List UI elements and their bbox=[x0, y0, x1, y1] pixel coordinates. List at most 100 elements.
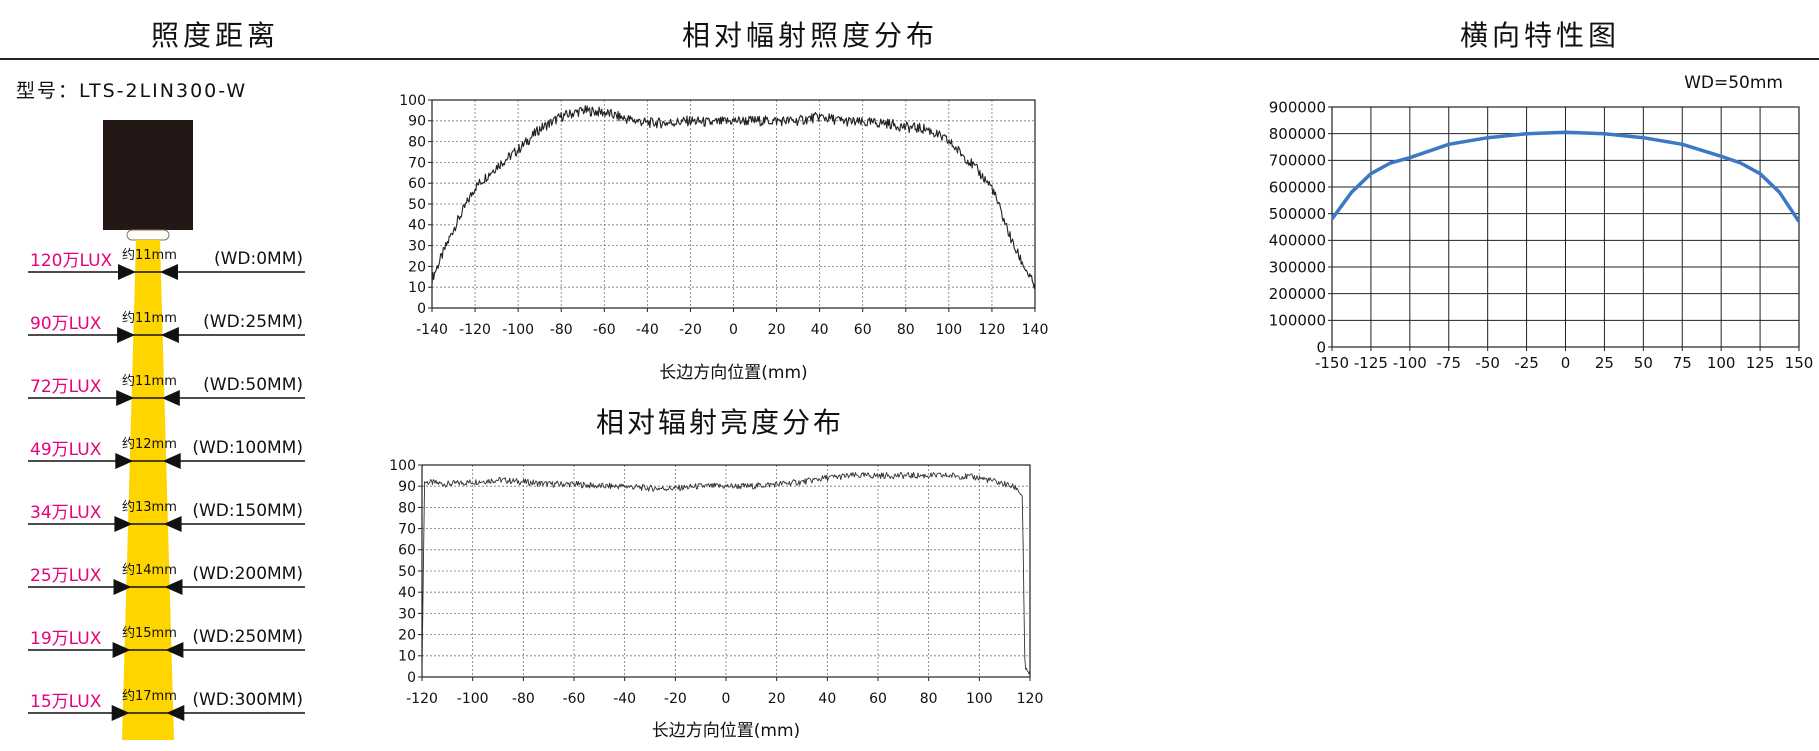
beam-width-label: 约12mm bbox=[122, 437, 177, 452]
lateral-x-tick-label: 0 bbox=[1561, 354, 1571, 372]
lux-value: 25万LUX bbox=[30, 566, 102, 586]
right-arrow-icon bbox=[160, 264, 178, 280]
working-distance-label: (WD:25MM) bbox=[203, 312, 303, 332]
irradiance-y-tick-label: 40 bbox=[408, 218, 426, 234]
radiance-y-tick-label: 10 bbox=[398, 649, 416, 665]
working-distance-label: (WD:50MM) bbox=[203, 375, 303, 395]
working-distance-label: (WD:250MM) bbox=[192, 627, 303, 647]
right-arrow-icon bbox=[162, 453, 181, 469]
lateral-x-tick-label: -50 bbox=[1475, 354, 1500, 372]
irradiance-y-tick-label: 0 bbox=[417, 301, 426, 317]
beam-width-label: 约15mm bbox=[122, 626, 177, 641]
irradiance-x-tick-label: 60 bbox=[854, 322, 872, 338]
irradiance-y-tick-label: 30 bbox=[408, 239, 426, 255]
irradiance-series-line bbox=[431, 105, 1036, 289]
light-beam bbox=[122, 240, 174, 740]
right-arrow-icon bbox=[164, 579, 183, 595]
radiance-title: 相对辐射亮度分布 bbox=[596, 406, 844, 439]
irradiance-x-tick-label: 0 bbox=[729, 322, 738, 338]
lateral-y-tick-label: 800000 bbox=[1269, 125, 1326, 143]
radiance-x-tick-label: -20 bbox=[664, 691, 687, 707]
irradiance-chart: -140 -120 -100 -80 -60 -40 -20 0 20 40 60 80 100 120 1… bbox=[400, 93, 1049, 383]
lateral-y-tick-label: 400000 bbox=[1269, 232, 1326, 250]
radiance-series-line bbox=[421, 471, 1031, 675]
irradiance-y-tick-label: 10 bbox=[408, 280, 426, 296]
irradiance-x-tick-label: 20 bbox=[768, 322, 786, 338]
lateral-y-tick-label: 200000 bbox=[1269, 285, 1326, 303]
header-divider bbox=[0, 58, 1819, 60]
light-housing bbox=[103, 120, 193, 230]
irradiance-x-tick-label: -120 bbox=[459, 322, 491, 338]
working-distance-label: (WD:200MM) bbox=[192, 564, 303, 584]
irradiance-y-tick-label: 70 bbox=[408, 155, 426, 171]
radiance-x-tick-label: 0 bbox=[722, 691, 731, 707]
radiance-x-tick-label: -60 bbox=[563, 691, 586, 707]
lux-value: 34万LUX bbox=[30, 503, 102, 523]
lateral-x-tick-label: -150 bbox=[1315, 354, 1349, 372]
radiance-x-tick-label: 120 bbox=[1017, 691, 1044, 707]
working-distance-label: (WD:100MM) bbox=[192, 438, 303, 458]
lateral-x-tick-label: -100 bbox=[1393, 354, 1427, 372]
lux-value: 90万LUX bbox=[30, 314, 102, 334]
left-arrow-icon bbox=[113, 579, 132, 595]
radiance-x-tick-label: 100 bbox=[966, 691, 993, 707]
lateral-y-tick-label: 700000 bbox=[1269, 152, 1326, 170]
lateral-y-tick-label: 600000 bbox=[1269, 178, 1326, 196]
irradiance-x-tick-label: -80 bbox=[550, 322, 573, 338]
irradiance-x-tick-label: 80 bbox=[897, 322, 915, 338]
left-arrow-icon bbox=[115, 453, 134, 469]
radiance-y-tick-label: 40 bbox=[398, 585, 416, 601]
lux-value: 15万LUX bbox=[30, 692, 102, 712]
radiance-x-tick-label: 40 bbox=[818, 691, 836, 707]
irradiance-x-tick-label: 100 bbox=[935, 322, 962, 338]
lateral-x-tick-label: 100 bbox=[1707, 354, 1736, 372]
left-arrow-icon bbox=[118, 264, 136, 280]
working-distance-label: (WD:300MM) bbox=[192, 690, 303, 710]
radiance-y-tick-label: 100 bbox=[390, 458, 416, 474]
radiance-y-tick-label: 80 bbox=[398, 500, 416, 516]
radiance-y-tick-label: 30 bbox=[398, 606, 416, 622]
irradiance-y-tick-label: 50 bbox=[408, 197, 426, 213]
lateral-y-tick-label: 900000 bbox=[1269, 98, 1326, 116]
working-distance-label: (WD:150MM) bbox=[192, 501, 303, 521]
lateral-x-tick-label: 75 bbox=[1673, 354, 1692, 372]
radiance-x-tick-label: 80 bbox=[920, 691, 938, 707]
lateral-x-tick-label: -75 bbox=[1437, 354, 1462, 372]
irradiance-y-tick-label: 80 bbox=[408, 135, 426, 151]
irradiance-x-tick-label: 40 bbox=[811, 322, 829, 338]
lateral-x-tick-label: -125 bbox=[1354, 354, 1388, 372]
lateral-y-tick-label: 500000 bbox=[1269, 205, 1326, 223]
radiance-x-tick-label: 20 bbox=[768, 691, 786, 707]
irradiance-x-tick-label: -20 bbox=[679, 322, 702, 338]
irradiance-x-axis-label: 长边方向位置(mm) bbox=[659, 363, 807, 383]
irradiance-x-tick-label: 140 bbox=[1022, 322, 1049, 338]
lux-value: 120万LUX bbox=[30, 251, 113, 271]
radiance-x-tick-label: -40 bbox=[613, 691, 636, 707]
radiance-y-tick-label: 20 bbox=[398, 628, 416, 644]
lateral-y-tick-label: 0 bbox=[1316, 338, 1326, 356]
left-arrow-icon bbox=[112, 642, 131, 658]
irradiance-y-tick-label: 20 bbox=[408, 259, 426, 275]
left-arrow-icon bbox=[114, 516, 133, 532]
beam-width-label: 约11mm bbox=[122, 248, 177, 263]
irradiance-x-tick-label: -40 bbox=[636, 322, 659, 338]
irradiance-x-tick-label: -60 bbox=[593, 322, 616, 338]
irradiance-y-tick-label: 100 bbox=[400, 93, 426, 109]
radiance-x-tick-label: -100 bbox=[457, 691, 489, 707]
lateral-x-tick-label: 25 bbox=[1595, 354, 1614, 372]
lateral-x-tick-label: 150 bbox=[1785, 354, 1814, 372]
left-arrow-icon bbox=[111, 705, 130, 721]
radiance-y-tick-label: 50 bbox=[398, 564, 416, 580]
radiance-x-axis-label: 长边方向位置(mm) bbox=[652, 721, 800, 741]
radiance-y-tick-label: 60 bbox=[398, 543, 416, 559]
radiance-y-tick-label: 70 bbox=[398, 522, 416, 538]
beam-width-label: 约14mm bbox=[122, 563, 177, 578]
distance-diagram: 120万LUX 约11mm (WD:0MM) 90万LUX 约11mm (WD:25MM)… bbox=[28, 120, 305, 740]
lateral-y-tick-label: 100000 bbox=[1269, 312, 1326, 330]
radiance-x-tick-label: 60 bbox=[869, 691, 887, 707]
lateral-x-tick-label: 125 bbox=[1746, 354, 1775, 372]
beam-width-label: 约11mm bbox=[122, 374, 177, 389]
beam-width-label: 约13mm bbox=[122, 500, 177, 515]
lateral-x-tick-label: -25 bbox=[1514, 354, 1539, 372]
radiance-y-tick-label: 0 bbox=[407, 670, 416, 686]
